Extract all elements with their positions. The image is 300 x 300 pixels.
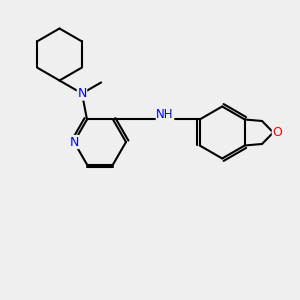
- Text: O: O: [272, 126, 282, 139]
- Text: N: N: [77, 87, 87, 100]
- Text: N: N: [69, 136, 79, 148]
- Text: NH: NH: [156, 108, 174, 121]
